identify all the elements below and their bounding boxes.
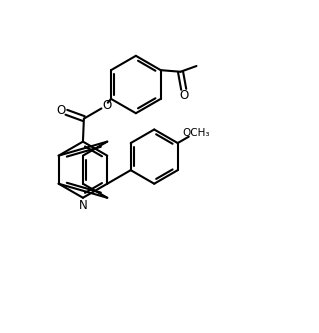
Text: O: O — [56, 104, 65, 117]
Text: OCH₃: OCH₃ — [182, 128, 209, 138]
Text: N: N — [78, 199, 87, 212]
Text: O: O — [102, 99, 111, 113]
Text: O: O — [180, 89, 189, 102]
